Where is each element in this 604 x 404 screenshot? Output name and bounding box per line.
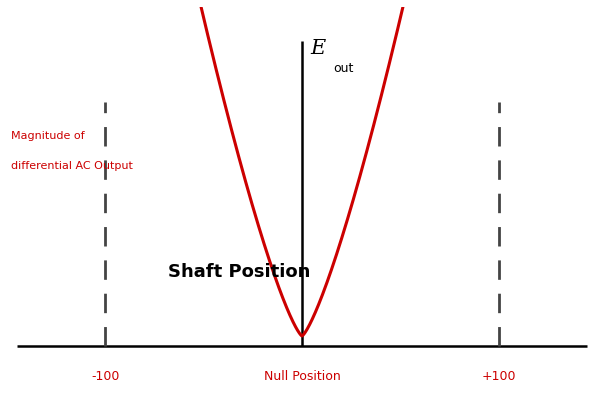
Text: +100: +100: [481, 370, 516, 383]
Text: Null Position: Null Position: [263, 370, 341, 383]
Text: Magnitude of: Magnitude of: [11, 131, 85, 141]
Text: out: out: [333, 62, 354, 75]
Text: differential AC Output: differential AC Output: [11, 161, 133, 171]
Text: Shaft Position: Shaft Position: [168, 263, 310, 280]
Text: -100: -100: [91, 370, 120, 383]
Text: E: E: [310, 39, 325, 58]
